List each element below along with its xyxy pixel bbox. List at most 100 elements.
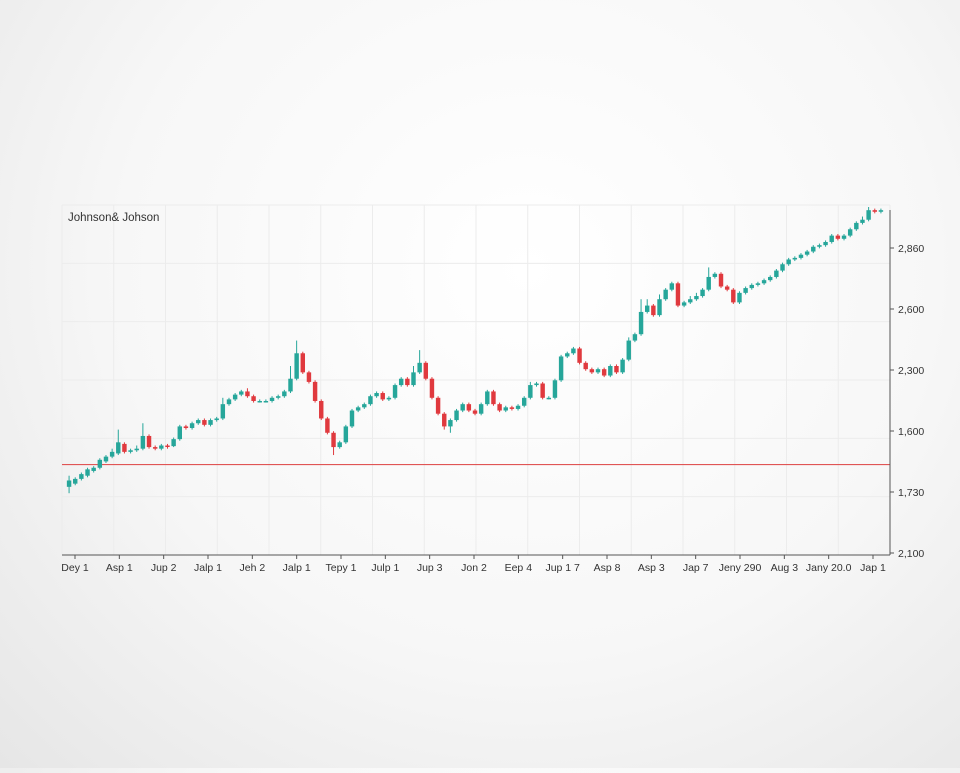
candle [140, 423, 146, 451]
candle [448, 418, 453, 433]
x-tick-label: Jap 1 [860, 562, 886, 574]
candle [546, 396, 552, 400]
candle-body [220, 404, 226, 419]
candle-body [134, 448, 139, 451]
candle-body [448, 420, 453, 427]
candle-body [319, 400, 324, 419]
candle-body [177, 426, 182, 440]
candle [171, 437, 176, 448]
candle-body [860, 219, 865, 223]
candle-body [251, 396, 256, 401]
candle-body [688, 299, 693, 303]
candle-body [675, 283, 681, 306]
x-tick-label: Julp 1 [371, 562, 399, 574]
candle-body [829, 235, 834, 242]
candle [515, 404, 521, 411]
candle-body [737, 292, 742, 303]
candle-body [792, 257, 798, 260]
candle-body [700, 289, 705, 297]
candle [368, 394, 373, 406]
candle [325, 416, 330, 435]
candle-body [577, 348, 582, 363]
candle [232, 393, 238, 401]
candle-body [558, 356, 564, 381]
candle-body [835, 235, 841, 239]
candle-body [128, 450, 133, 452]
candle [737, 291, 742, 304]
candle-body [614, 366, 619, 373]
candle-body [755, 283, 761, 285]
candle-body [780, 264, 785, 271]
candles [66, 207, 884, 494]
candle [521, 396, 527, 408]
candle-body [472, 410, 478, 414]
candle-body [109, 451, 115, 457]
candle-body [485, 391, 490, 405]
candle-body [392, 385, 398, 398]
y-tick-label: 1,730 [898, 487, 924, 499]
candle [91, 466, 96, 473]
candle-body [97, 459, 103, 468]
candle-body [152, 447, 158, 449]
candle [565, 351, 570, 359]
candle [196, 418, 201, 425]
candle-body [706, 276, 711, 290]
y-tick-label: 2,860 [898, 243, 924, 255]
candle-body [146, 435, 152, 448]
candle [589, 367, 595, 374]
candle [337, 440, 342, 449]
candle-body [847, 229, 853, 236]
candle-body [429, 378, 435, 398]
candle-body [183, 426, 189, 429]
candle [73, 477, 78, 486]
candle [774, 269, 779, 279]
candle [312, 380, 318, 403]
candle-body [405, 378, 410, 386]
candle [804, 249, 810, 257]
candle-body [823, 241, 828, 246]
candle-body [761, 280, 767, 284]
candle [663, 288, 668, 301]
candle [429, 377, 435, 400]
candle-body [116, 442, 121, 454]
candle [269, 396, 275, 403]
candle [509, 405, 515, 411]
candle-body [811, 246, 816, 252]
candle [503, 405, 508, 413]
candle [675, 281, 681, 308]
candle-body [214, 418, 219, 421]
candle-body [515, 405, 521, 409]
candle-body [122, 443, 127, 452]
candle [66, 475, 72, 494]
candle [466, 402, 472, 413]
candle [226, 397, 232, 406]
candle [411, 366, 416, 387]
candle-body [817, 245, 822, 247]
candle [718, 272, 724, 289]
candle-body [368, 396, 373, 405]
x-tick-label: Jany 20.0 [806, 562, 852, 574]
candle-body [595, 369, 601, 373]
candle-body [275, 396, 281, 398]
candle-body [497, 404, 502, 411]
candle-body [718, 273, 724, 287]
candle-body [355, 407, 361, 411]
candle-body [651, 305, 656, 316]
candle [460, 402, 465, 413]
candle [275, 394, 281, 400]
candle [669, 281, 675, 292]
candle-body [374, 393, 379, 397]
candle [651, 303, 656, 317]
candle [755, 281, 761, 287]
candle [528, 381, 533, 400]
candle [380, 391, 385, 401]
candle [208, 418, 213, 427]
x-tick-label: Jalp 1 [283, 562, 311, 574]
candle-body [866, 210, 871, 220]
candle [435, 396, 441, 416]
candle-body [632, 334, 638, 341]
candle-body [460, 404, 465, 411]
x-tick-label: Jup 2 [151, 562, 177, 574]
candle-body [546, 397, 552, 400]
candle [109, 448, 115, 459]
